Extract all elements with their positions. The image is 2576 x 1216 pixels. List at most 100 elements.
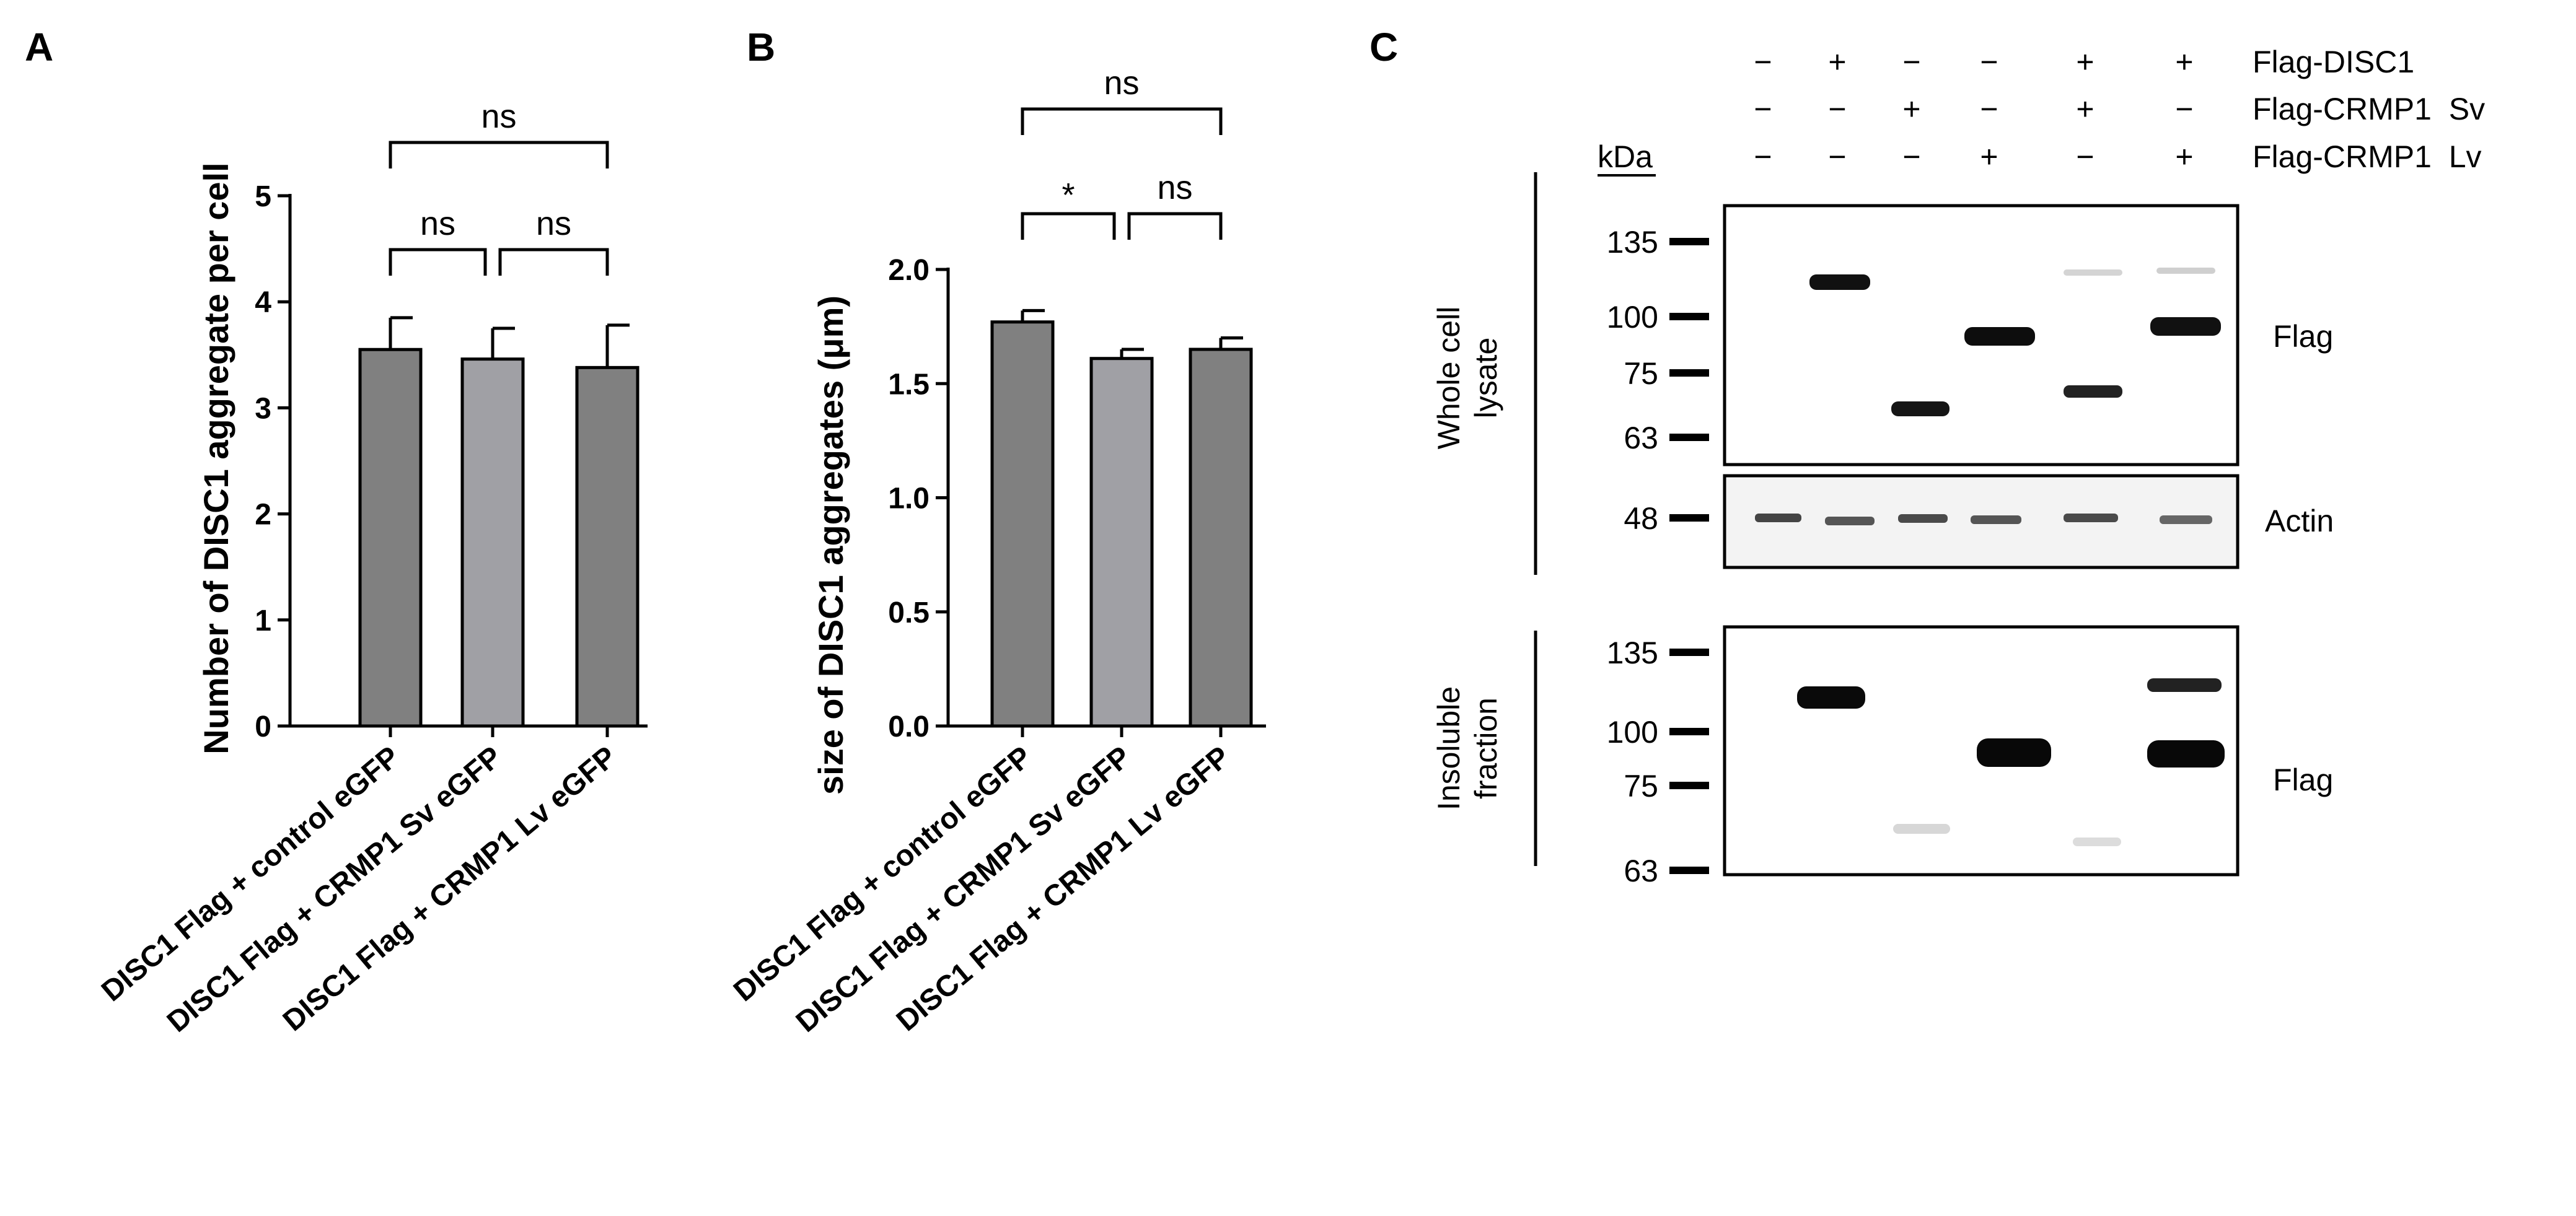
significance-label: ns — [536, 205, 571, 242]
condition-row-crmp1-lv: − − − + − + Flag-CRMP1 Lv — [1754, 139, 2481, 174]
bar — [990, 320, 1055, 728]
condition-label-disc1: Flag-DISC1 — [2253, 45, 2414, 79]
sign-sv-4: − — [1980, 92, 1998, 126]
western-blot-panel: − + − − + + Flag-DISC1 − − + − + − Flag-… — [1431, 45, 2485, 888]
significance-bracket — [1021, 107, 1223, 135]
sign-disc1-2: + — [1828, 45, 1846, 79]
marker-label-48: 48 — [1624, 501, 1658, 536]
sign-disc1-5: + — [2076, 45, 2094, 79]
y-tick-label: 1 — [255, 605, 271, 637]
panel-letter-b: B — [747, 25, 775, 69]
band — [2073, 838, 2121, 846]
y-tick-label: 0.0 — [888, 711, 930, 743]
marker-label-75: 75 — [1624, 769, 1658, 803]
bar — [358, 348, 423, 728]
chart-a-ylabel: Number of DISC1 aggregate per cell — [196, 162, 235, 754]
bands-flag-lysate — [1809, 268, 2221, 416]
band — [2147, 740, 2225, 768]
sign-lv-4: + — [1980, 139, 1998, 174]
bar — [575, 365, 640, 728]
bar — [1189, 348, 1253, 728]
condition-label-crmp1-sv: Flag-CRMP1 Sv — [2253, 92, 2485, 126]
band — [1809, 274, 1870, 290]
band — [1964, 327, 2035, 346]
marker-label-100: 100 — [1607, 715, 1658, 750]
y-tick-label: 2.0 — [888, 254, 930, 287]
band — [2147, 678, 2222, 692]
band — [2064, 269, 2122, 276]
band — [1891, 401, 1950, 416]
panel-letter-c: C — [1369, 25, 1398, 69]
significance-label: ns — [420, 205, 455, 242]
sign-sv-5: + — [2076, 92, 2094, 126]
marker-tick — [1669, 369, 1709, 377]
marker-tick — [1669, 728, 1709, 735]
sign-lv-5: − — [2076, 139, 2094, 174]
significance-label: * — [1062, 177, 1075, 214]
band — [1755, 514, 1801, 522]
marker-tick — [1669, 434, 1709, 441]
significance-bracket — [1021, 212, 1116, 240]
sign-lv-6: + — [2175, 139, 2193, 174]
sign-disc1-4: − — [1980, 45, 1998, 79]
marker-label-100: 100 — [1607, 300, 1658, 335]
section-label-insoluble-1: Insoluble — [1431, 686, 1466, 810]
y-tick-label: 3 — [255, 392, 271, 425]
sign-sv-3: + — [1902, 92, 1920, 126]
markers-lysate: 135 100 75 63 48 — [1607, 225, 1709, 536]
chart-a: Number of DISC1 aggregate per cell 0 1 2 3 4… — [95, 98, 648, 1039]
panel-letter-a: A — [25, 25, 53, 69]
y-tick-label: 1.0 — [888, 483, 930, 515]
sign-lv-3: − — [1902, 139, 1920, 174]
band — [1898, 514, 1948, 523]
bands-flag-insoluble — [1797, 678, 2225, 846]
kda-label: kDa — [1598, 139, 1653, 174]
marker-label-63: 63 — [1624, 421, 1658, 455]
y-tick-label: 0.5 — [888, 597, 930, 629]
condition-row-disc1: − + − − + + Flag-DISC1 — [1754, 45, 2414, 79]
sign-disc1-3: − — [1902, 45, 1920, 79]
y-tick-label: 2 — [255, 499, 271, 531]
marker-label-135: 135 — [1607, 225, 1658, 260]
marker-tick — [1669, 649, 1709, 656]
marker-label-135: 135 — [1607, 636, 1658, 670]
marker-tick — [1669, 238, 1709, 245]
band — [2064, 514, 2118, 522]
sign-sv-1: − — [1754, 92, 1772, 126]
marker-tick — [1669, 782, 1709, 789]
condition-label-crmp1-lv: Flag-CRMP1 Lv — [2253, 139, 2482, 174]
markers-insoluble: 135 100 75 63 — [1607, 636, 1709, 888]
band-label-flag-lysate: Flag — [2273, 319, 2333, 354]
y-tick-label: 0 — [255, 711, 271, 743]
sign-disc1-6: + — [2175, 45, 2193, 79]
significance-label: ns — [481, 98, 516, 135]
band — [2156, 268, 2215, 274]
band — [1893, 824, 1950, 834]
bar — [1089, 357, 1154, 728]
sign-sv-6: − — [2175, 92, 2193, 126]
marker-tick — [1669, 313, 1709, 320]
chart-b: size of DISC1 aggregates (μm) 0.0 0.5 1.0 1… — [728, 64, 1266, 1039]
significance-bracket — [389, 248, 487, 276]
marker-tick — [1669, 514, 1709, 522]
condition-row-crmp1-sv: − − + − + − Flag-CRMP1 Sv — [1754, 92, 2485, 126]
marker-label-75: 75 — [1624, 356, 1658, 391]
band — [1825, 517, 1875, 525]
band-label-flag-insoluble: Flag — [2273, 763, 2333, 797]
sign-disc1-1: − — [1754, 45, 1772, 79]
sign-lv-2: − — [1828, 139, 1846, 174]
marker-label-63: 63 — [1624, 854, 1658, 888]
significance-bracket — [389, 141, 609, 168]
chart-b-ylabel: size of DISC1 aggregates (μm) — [811, 295, 850, 795]
sign-sv-2: − — [1828, 92, 1846, 126]
band — [1797, 686, 1865, 709]
band — [2150, 317, 2221, 336]
significance-bracket — [498, 248, 609, 276]
section-label-insoluble-2: fraction — [1469, 698, 1503, 799]
section-label-lysate-2: lysate — [1469, 338, 1503, 419]
significance-label: ns — [1157, 169, 1192, 206]
section-label-lysate-1: Whole cell — [1431, 307, 1466, 450]
band — [2160, 515, 2212, 524]
band-label-actin: Actin — [2265, 504, 2334, 538]
